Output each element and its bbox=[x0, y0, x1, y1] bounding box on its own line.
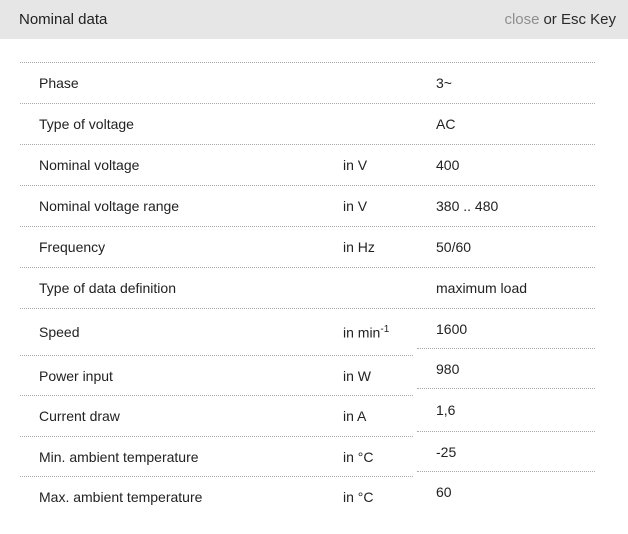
row-unit: in Hz bbox=[343, 239, 375, 255]
modal-header: Nominal data close or Esc Key bbox=[0, 0, 628, 39]
row-unit: in min-1 bbox=[343, 323, 390, 341]
row-label: Nominal voltage range bbox=[39, 198, 180, 214]
row-label: Max. ambient temperature bbox=[39, 489, 203, 505]
table-row: Type of voltage AC bbox=[20, 103, 595, 144]
row-value: maximum load bbox=[436, 280, 528, 296]
row-value: 400 bbox=[436, 157, 460, 173]
row-label: Frequency bbox=[39, 239, 106, 255]
row-value: 380 .. 480 bbox=[436, 198, 499, 214]
row-unit: in V bbox=[343, 198, 368, 214]
row-label: Type of data definition bbox=[39, 280, 176, 296]
table-row: Max. ambient temperature in °C bbox=[20, 477, 413, 517]
row-value: 3~ bbox=[436, 75, 452, 91]
table-row: Type of data definition maximum load bbox=[20, 267, 595, 308]
row-unit: in V bbox=[343, 157, 368, 173]
table-row: Phase 3~ bbox=[20, 62, 595, 103]
row-unit: in W bbox=[343, 367, 371, 384]
modal-title: Nominal data bbox=[19, 11, 108, 28]
table-row: Min. ambient temperature in °C bbox=[20, 437, 413, 477]
value-column: 1600 980 1,6 -25 60 bbox=[417, 309, 595, 512]
row-value: -25 bbox=[417, 432, 595, 472]
row-label: Type of voltage bbox=[39, 116, 134, 132]
spec-table-lower-section: Speed in min-1 Power input in W Current … bbox=[20, 308, 595, 517]
row-label: Power input bbox=[39, 367, 113, 384]
row-label: Nominal voltage bbox=[39, 157, 140, 173]
row-value: AC bbox=[436, 116, 456, 132]
table-row: Frequency in Hz 50/60 bbox=[20, 226, 595, 267]
row-label: Speed bbox=[39, 324, 80, 340]
table-row: Speed in min-1 bbox=[20, 309, 413, 356]
row-value: 60 bbox=[436, 484, 452, 500]
close-hint-text: or Esc Key bbox=[543, 11, 616, 28]
row-unit: in °C bbox=[343, 489, 374, 505]
row-value: 50/60 bbox=[436, 239, 472, 255]
modal-close-area: close or Esc Key bbox=[504, 11, 616, 28]
row-unit: in A bbox=[343, 408, 367, 424]
table-row: Nominal voltage in V 400 bbox=[20, 144, 595, 185]
row-value: 1,6 bbox=[417, 389, 595, 432]
table-row: Nominal voltage range in V 380 .. 480 bbox=[20, 185, 595, 226]
table-row: Current draw in A bbox=[20, 396, 413, 437]
close-button[interactable]: close bbox=[504, 11, 540, 28]
row-label: Min. ambient temperature bbox=[39, 448, 199, 465]
label-column: Speed in min-1 Power input in W Current … bbox=[20, 309, 413, 517]
row-label: Current draw bbox=[39, 408, 120, 424]
row-value: 980 bbox=[417, 349, 595, 389]
row-unit: in °C bbox=[343, 448, 374, 465]
row-label: Phase bbox=[39, 75, 79, 91]
table-row: Power input in W bbox=[20, 356, 413, 396]
row-value: 1600 bbox=[417, 309, 595, 349]
spec-table: Phase 3~ Type of voltage AC Nominal volt… bbox=[20, 62, 595, 517]
